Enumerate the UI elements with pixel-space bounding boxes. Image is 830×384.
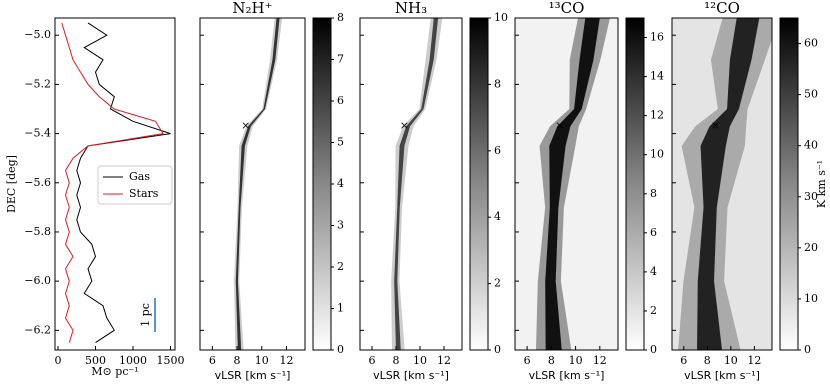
- legend-label: Stars: [129, 187, 159, 200]
- x-tick-label: 12: [593, 354, 607, 367]
- colorbar-tick-label: 1: [337, 302, 344, 315]
- x-tick-label: 10: [255, 354, 269, 367]
- x-axis-label: vLSR [km s⁻¹]: [684, 369, 760, 382]
- colorbar-tick-label: 10: [650, 148, 664, 161]
- colorbar-tick-label: 0: [337, 343, 344, 356]
- colorbar-tick-label: 50: [804, 88, 818, 101]
- x-tick-label: 6: [680, 354, 687, 367]
- x-tick-label: 10: [413, 354, 427, 367]
- profile-line: [61, 22, 164, 343]
- x-tick-label: 12: [747, 354, 761, 367]
- colorbar-tick-label: 5: [337, 136, 344, 149]
- filament: [394, 18, 439, 350]
- axes-frame: [359, 17, 463, 351]
- colorbar-tick-label: 0: [804, 343, 811, 356]
- axes-frame: [199, 17, 306, 351]
- x-tick-label: 6: [209, 354, 216, 367]
- y-tick-label: −5.8: [24, 225, 51, 238]
- y-tick-label: −6.2: [24, 323, 51, 336]
- colorbar: [779, 17, 799, 351]
- x-tick-label: 1500: [157, 354, 185, 367]
- colorbar: [625, 17, 645, 351]
- colorbar-tick-label: 0: [494, 343, 501, 356]
- colorbar-tick-label: 10: [494, 11, 508, 24]
- legend-label: Gas: [129, 170, 150, 183]
- marker: ×: [400, 119, 409, 132]
- scale-bar-label: 1 pc: [139, 303, 152, 327]
- colorbar-tick-label: 4: [494, 210, 501, 223]
- x-axis-label: vLSR [km s⁻¹]: [215, 369, 291, 382]
- colorbar: [312, 17, 332, 351]
- panel-title: ¹³CO: [549, 0, 585, 17]
- profile-line: [76, 22, 171, 344]
- x-axis-label: M⊙ pc⁻¹: [91, 365, 138, 378]
- x-tick-label: 1000: [119, 354, 147, 367]
- colorbar-tick-label: 6: [494, 144, 501, 157]
- axes-frame: [54, 17, 176, 351]
- x-axis-label: vLSR [km s⁻¹]: [373, 369, 449, 382]
- x-tick-label: 6: [524, 354, 531, 367]
- colorbar-tick-label: 40: [804, 139, 818, 152]
- x-tick-label: 500: [85, 354, 106, 367]
- y-tick-label: −5.6: [24, 176, 51, 189]
- colorbar-tick-label: 0: [650, 343, 657, 356]
- colorbar-tick-label: 16: [650, 31, 664, 44]
- panel-title: N₂H⁺: [232, 0, 272, 17]
- x-tick-label: 8: [234, 354, 241, 367]
- y-tick-label: −5.0: [24, 28, 51, 41]
- colorbar-tick-label: 7: [337, 53, 344, 66]
- image: [233, 18, 283, 350]
- colorbar-tick-label: 2: [650, 304, 657, 317]
- colorbar-tick-label: 4: [650, 265, 657, 278]
- x-tick-label: 0: [55, 354, 62, 367]
- axes-frame: [671, 17, 773, 351]
- y-axis-label: DEC [deg]: [5, 155, 18, 213]
- image: [672, 18, 772, 350]
- x-tick-label: 10: [569, 354, 583, 367]
- colorbar-tick-label: 30: [804, 190, 818, 203]
- colorbar-tick-label: 10: [804, 292, 818, 305]
- x-tick-label: 6: [369, 354, 376, 367]
- marker: ×: [241, 119, 250, 132]
- colorbar-tick-label: 60: [804, 37, 818, 50]
- x-tick-label: 8: [548, 354, 555, 367]
- x-tick-label: 8: [704, 354, 711, 367]
- filament: [545, 18, 600, 350]
- colorbar-tick-label: 14: [650, 70, 664, 83]
- x-tick-label: 12: [437, 354, 451, 367]
- marker: ×: [555, 119, 564, 132]
- filament: [697, 18, 760, 350]
- y-tick-label: −5.2: [24, 77, 51, 90]
- colorbar-tick-label: 6: [650, 226, 657, 239]
- y-tick-label: −6.0: [24, 274, 51, 287]
- colorbar-tick-label: 6: [337, 94, 344, 107]
- x-axis-label: vLSR [km s⁻¹]: [529, 369, 605, 382]
- colorbar-tick-label: 8: [337, 11, 344, 24]
- x-tick-label: 12: [279, 354, 293, 367]
- image: [515, 18, 618, 350]
- axes-frame: [514, 17, 619, 351]
- colorbar-tick-label: 8: [650, 187, 657, 200]
- colorbar: [469, 17, 489, 351]
- colorbar-tick-label: 12: [650, 109, 664, 122]
- colorbar-tick-label: 2: [494, 277, 501, 290]
- colorbar-tick-label: 8: [494, 77, 501, 90]
- x-tick-label: 8: [393, 354, 400, 367]
- colorbar-label: K km s⁻¹: [815, 160, 828, 208]
- panel-title: NH₃: [395, 0, 427, 17]
- image: [391, 18, 443, 350]
- colorbar-tick-label: 4: [337, 177, 344, 190]
- colorbar-tick-label: 2: [337, 260, 344, 273]
- marker: ×: [711, 119, 720, 132]
- panel-title: ¹²CO: [704, 0, 740, 17]
- x-tick-label: 10: [724, 354, 738, 367]
- colorbar-tick-label: 3: [337, 219, 344, 232]
- y-tick-label: −5.4: [24, 127, 51, 140]
- filament: [235, 18, 280, 350]
- colorbar-tick-label: 20: [804, 241, 818, 254]
